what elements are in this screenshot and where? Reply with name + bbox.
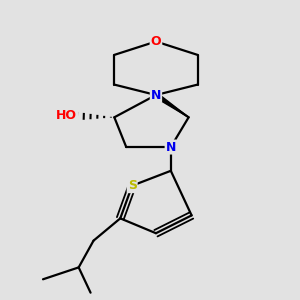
Polygon shape [154,93,189,117]
Text: S: S [128,179,137,192]
Text: O: O [151,35,161,48]
Text: N: N [166,140,176,154]
Text: HO: HO [56,109,77,122]
Text: N: N [151,88,161,101]
